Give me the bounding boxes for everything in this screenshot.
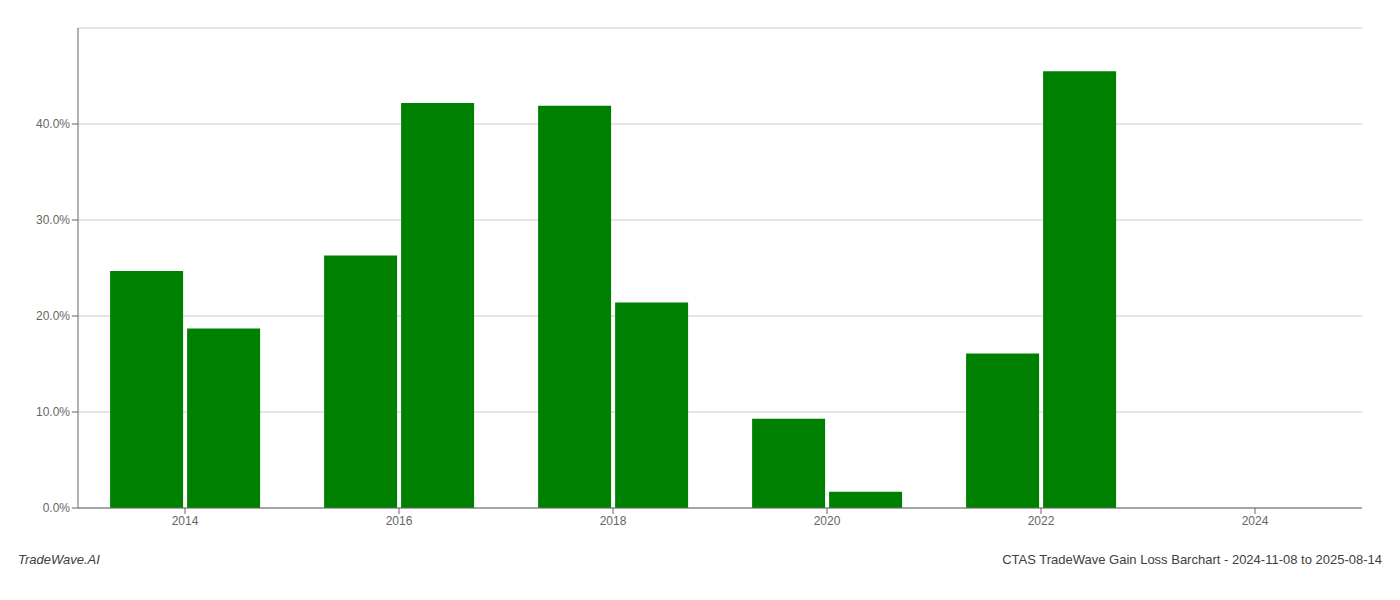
html-text:CTAS TradeWave Gain Loss Barch: CTAS TradeWave Gain Loss Barchart - 2024… bbox=[1002, 552, 1382, 567]
svg-text:2016: 2016 bbox=[386, 514, 413, 528]
svg-text:30.0%: 30.0% bbox=[36, 213, 70, 227]
svg-text:2018: 2018 bbox=[600, 514, 627, 528]
svg-text:2020: 2020 bbox=[814, 514, 841, 528]
html-text:TradeWave.AI: TradeWave.AI bbox=[18, 552, 100, 567]
svg-text:2024: 2024 bbox=[1242, 514, 1269, 528]
svg-text:40.0%: 40.0% bbox=[36, 117, 70, 131]
svg-text:2014: 2014 bbox=[172, 514, 199, 528]
svg-text:2022: 2022 bbox=[1028, 514, 1055, 528]
svg-text:20.0%: 20.0% bbox=[36, 309, 70, 323]
svg-text:10.0%: 10.0% bbox=[36, 405, 70, 419]
svg-text:0.0%: 0.0% bbox=[43, 501, 71, 515]
